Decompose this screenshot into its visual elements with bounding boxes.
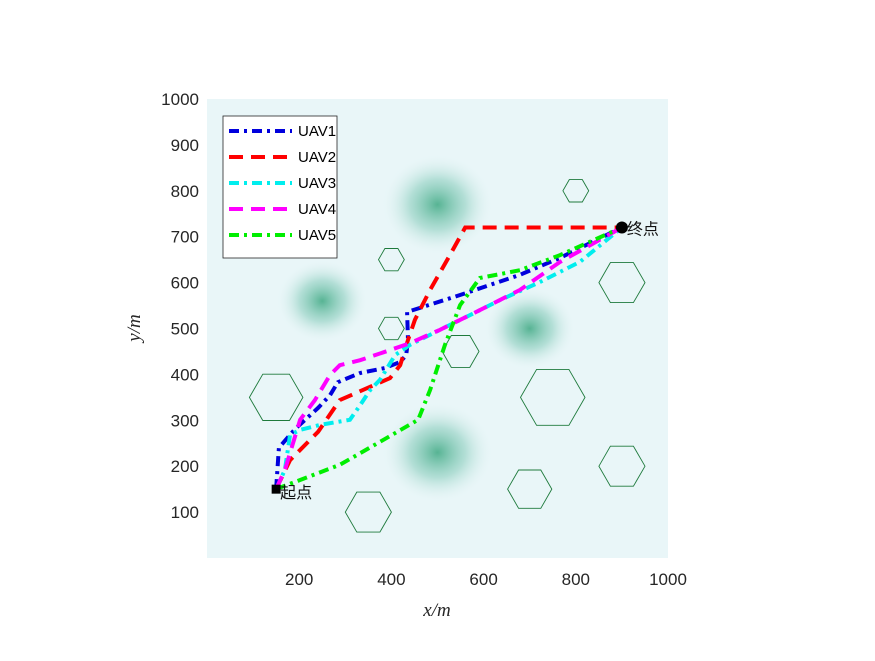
obstacle-hexagon bbox=[248, 373, 304, 421]
obstacle-hexagon bbox=[377, 316, 405, 341]
series-line-uav4 bbox=[274, 225, 623, 490]
legend-label: UAV5 bbox=[298, 227, 336, 244]
threat-region bbox=[381, 154, 494, 256]
series-line-uav3 bbox=[274, 225, 624, 490]
obstacle-hexagon bbox=[519, 368, 586, 426]
y-tick-label: 600 bbox=[171, 274, 199, 293]
legend-label: UAV4 bbox=[298, 201, 336, 218]
obstacle-hexagon bbox=[598, 445, 646, 487]
legend-label: UAV1 bbox=[298, 123, 336, 140]
x-tick-label: 600 bbox=[469, 570, 497, 589]
y-axis-label: y/m bbox=[124, 314, 145, 343]
threat-region bbox=[484, 287, 576, 370]
end-marker bbox=[615, 221, 628, 234]
x-tick-label: 800 bbox=[562, 570, 590, 589]
y-tick-label: 400 bbox=[171, 365, 199, 384]
x-tick-label: 400 bbox=[377, 570, 405, 589]
threat-region bbox=[276, 259, 368, 343]
legend: UAV1 UAV2 UAV3 UAV4 UAV5 bbox=[222, 115, 338, 259]
y-tick-label: 300 bbox=[171, 411, 199, 430]
y-tick-label: 1000 bbox=[161, 90, 199, 109]
y-tick-label: 500 bbox=[171, 320, 199, 339]
y-tick-label: 800 bbox=[171, 182, 199, 201]
obstacle-hexagon bbox=[507, 469, 553, 509]
series-line-uav2 bbox=[274, 225, 622, 490]
legend-label: UAV3 bbox=[298, 175, 336, 192]
x-tick-label: 200 bbox=[285, 570, 313, 589]
threat-region bbox=[381, 401, 494, 503]
series-line-uav5 bbox=[275, 225, 623, 491]
y-tick-label: 700 bbox=[171, 228, 199, 247]
obstacle-hexagon bbox=[598, 262, 646, 304]
x-axis-label: x/m bbox=[422, 600, 450, 621]
obstacle-hexagon bbox=[377, 248, 405, 272]
y-tick-label: 200 bbox=[171, 457, 199, 476]
start-marker bbox=[271, 484, 281, 494]
start-label: 起点 bbox=[280, 483, 312, 502]
obstacle-hexagon bbox=[562, 179, 590, 203]
obstacle-hexagon bbox=[344, 491, 392, 533]
legend-label: UAV2 bbox=[298, 149, 336, 166]
series-line-uav1 bbox=[274, 225, 623, 490]
y-tick-label: 100 bbox=[171, 503, 199, 522]
end-label: 终点 bbox=[627, 220, 659, 239]
y-tick-label: 900 bbox=[171, 136, 199, 155]
x-tick-label: 1000 bbox=[649, 570, 687, 589]
